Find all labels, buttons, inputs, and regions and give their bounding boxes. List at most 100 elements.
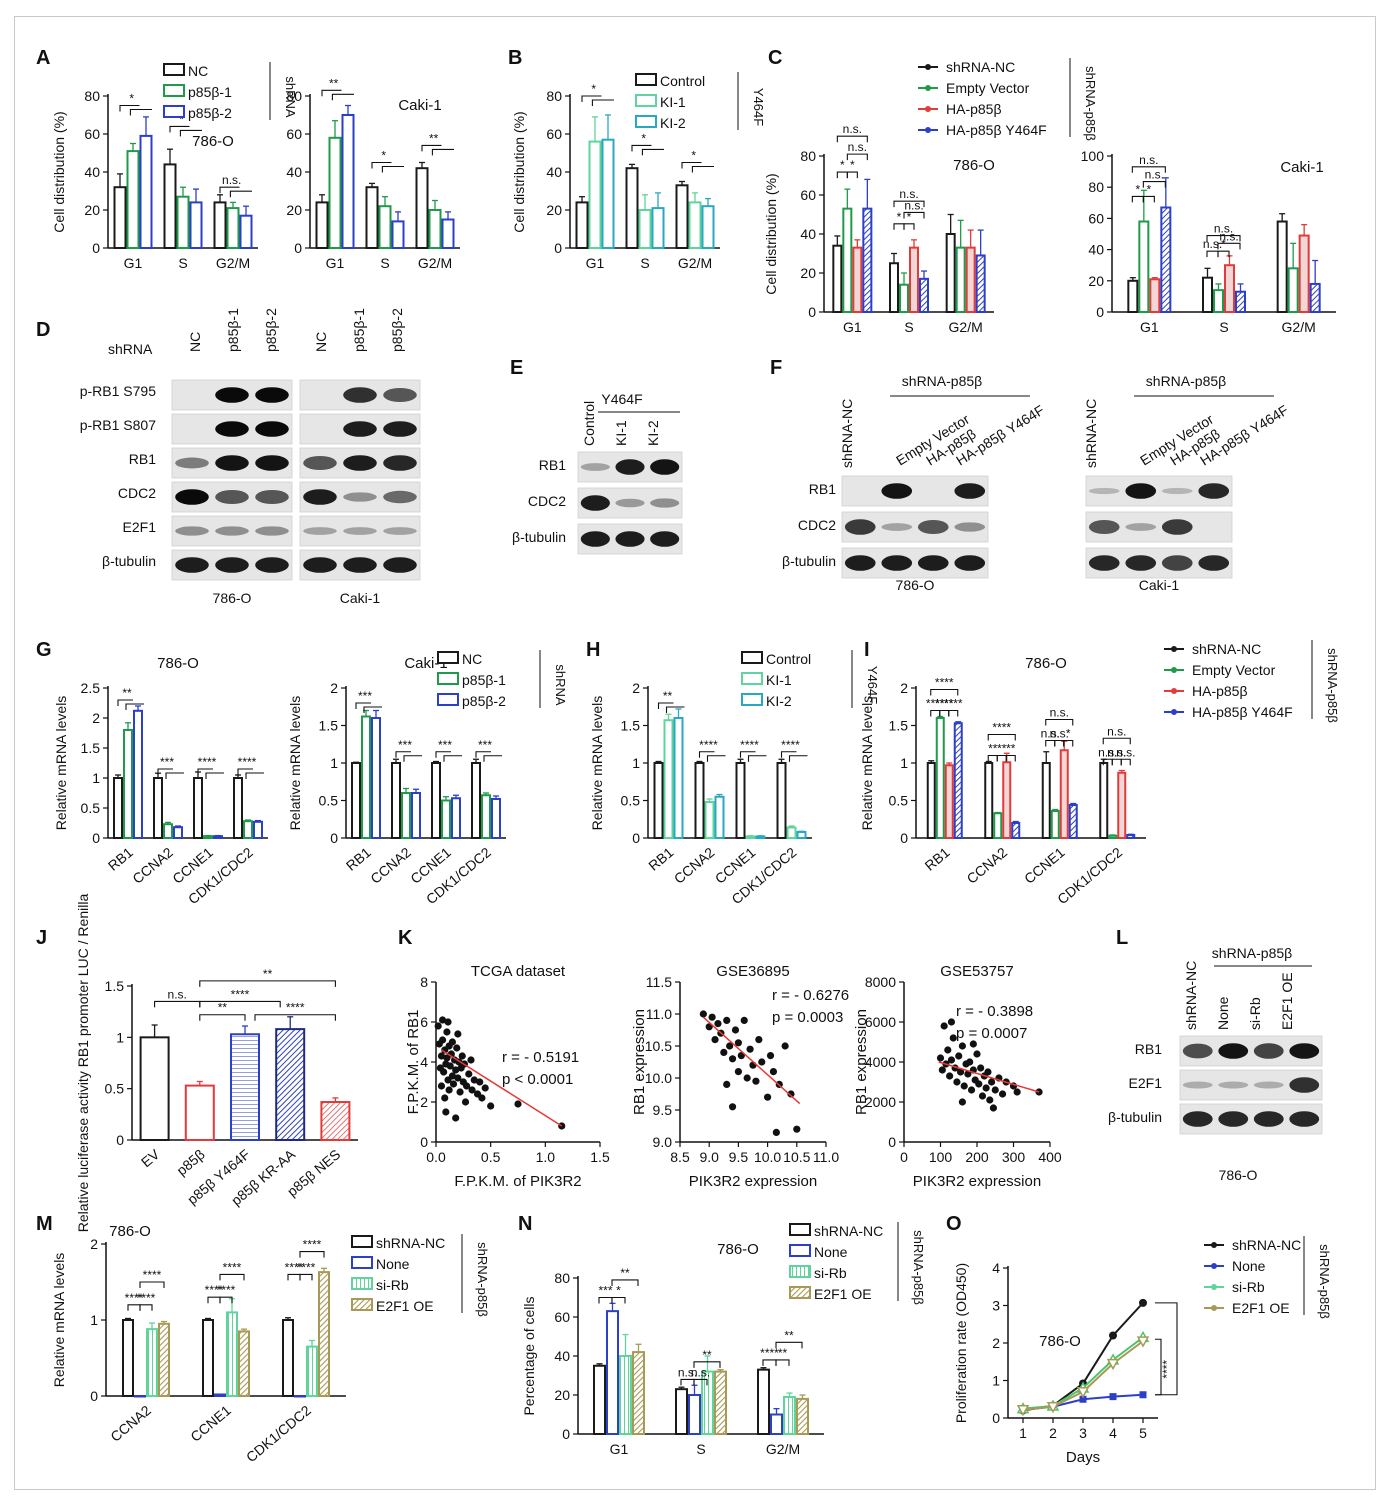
legend-label: HA-p85β Y464F: [946, 122, 1047, 138]
blot-band: [1253, 1111, 1284, 1127]
bar: [993, 812, 1003, 839]
x-tick-label: G1: [124, 255, 143, 271]
bar: [411, 792, 421, 839]
x-tick-label: G2/M: [949, 319, 983, 335]
blot-lane-label: si-Rb: [1247, 997, 1263, 1030]
legend-marker: [1211, 1284, 1217, 1290]
y-tick-label: 60: [554, 1309, 570, 1325]
significance-label: n.s.: [1145, 168, 1164, 182]
legend-label: shRNA-NC: [1192, 641, 1261, 657]
legend-marker: [925, 85, 931, 91]
significance-bracket: [119, 104, 140, 112]
blot-row-label: RB1: [129, 451, 156, 467]
x-tick-label: CCNA2: [671, 844, 718, 887]
bar: [306, 1345, 318, 1397]
y-tick-label: 4: [420, 1054, 428, 1070]
legend-swatch: [163, 63, 185, 76]
data-point: [1079, 1395, 1087, 1403]
significance-bracket: [117, 699, 133, 706]
y-tick-label: 1: [330, 755, 338, 771]
significance-label: ***: [478, 738, 492, 752]
significance-label: ****: [143, 1268, 162, 1282]
y-axis-label: Cell distribution (%): [511, 111, 527, 232]
panel-letter-M: M: [36, 1213, 53, 1235]
x-tick-label: 8.5: [670, 1149, 690, 1165]
significance-label: ***: [598, 1284, 612, 1298]
significance-label: *: [591, 82, 596, 96]
significance-bracket: [207, 1296, 221, 1304]
y-tick-label: 3: [992, 1298, 1000, 1314]
scatter-point: [936, 1054, 945, 1062]
blot-band: [1218, 1111, 1249, 1127]
significance-bracket: [693, 1378, 708, 1386]
bar: [1202, 276, 1213, 313]
legend-swatch: [789, 1244, 811, 1257]
significance-bracket: [331, 93, 354, 101]
significance-bracket: [1005, 754, 1016, 762]
bar: [391, 220, 405, 249]
scatter-point: [991, 1086, 999, 1094]
scatter-point: [946, 1072, 954, 1080]
significance-label: ***: [358, 689, 372, 703]
significance-label: n.s.: [1098, 745, 1117, 759]
scatter-point: [966, 1058, 974, 1066]
legend-swatch: [163, 105, 185, 118]
bar: [653, 762, 664, 839]
blot-band: [215, 387, 249, 403]
significance-bracket: [641, 148, 664, 156]
blot-lane-label: Control: [581, 401, 597, 446]
blot-band: [954, 555, 986, 571]
y-tick-label: 0: [116, 1132, 124, 1148]
blot-band: [1161, 487, 1193, 495]
bar: [675, 1388, 688, 1436]
scatter-point: [989, 1104, 998, 1112]
blot-row-label: CDC2: [528, 493, 566, 509]
blot-cell-label: Caki-1: [340, 590, 381, 606]
bar: [601, 138, 615, 249]
bar: [651, 207, 665, 250]
legend-label: NC: [462, 651, 482, 667]
blot-band: [255, 387, 289, 403]
y-axis-label: Proliferation rate (OD450): [953, 1263, 969, 1423]
legend-marker: [1171, 667, 1177, 673]
blot-band: [343, 421, 377, 437]
y-tick-label: 80: [554, 1270, 570, 1286]
y-tick-label: 2: [90, 1236, 98, 1252]
y-tick-label: 0: [632, 830, 640, 846]
bar: [663, 719, 674, 839]
bar: [1235, 290, 1246, 314]
scatter-point: [998, 1090, 1007, 1098]
scatter-point: [487, 1102, 495, 1110]
significance-bracket: [680, 1378, 695, 1386]
blot-lane-label: p85β-2: [263, 308, 279, 352]
annotation: r = - 0.5191: [502, 1049, 579, 1066]
scatter-point: [975, 1080, 983, 1088]
scatter-point: [481, 1084, 489, 1092]
legend-label: p85β-1: [462, 672, 506, 688]
significance-bracket: [836, 135, 868, 143]
y-tick-label: 11.0: [646, 1006, 672, 1022]
y-tick-label: 20: [1088, 273, 1104, 289]
significance-label: ****: [992, 721, 1011, 735]
significance-bracket: [1206, 235, 1241, 242]
chart-subtitle: Caki-1: [1280, 159, 1323, 176]
scatter-point: [958, 1098, 967, 1106]
chart-title: TCGA dataset: [471, 963, 566, 980]
scatter-point: [478, 1094, 486, 1102]
bar: [391, 762, 401, 839]
scatter-point: [468, 1086, 476, 1094]
legend-swatch: [789, 1223, 811, 1236]
blot-band: [650, 498, 680, 508]
significance-label: ****: [935, 697, 954, 711]
y-tick-label: 20: [546, 202, 562, 218]
significance-bracket: [903, 211, 925, 219]
legend-label: E2F1 OE: [1232, 1300, 1290, 1316]
data-point: [1136, 1336, 1150, 1348]
data-point: [1109, 1393, 1117, 1401]
bar: [471, 762, 481, 839]
y-tick-label: 6: [420, 1014, 428, 1030]
blot-lane-label: p85β-1: [351, 308, 367, 352]
bar: [146, 1328, 158, 1397]
significance-bracket: [299, 1273, 313, 1281]
